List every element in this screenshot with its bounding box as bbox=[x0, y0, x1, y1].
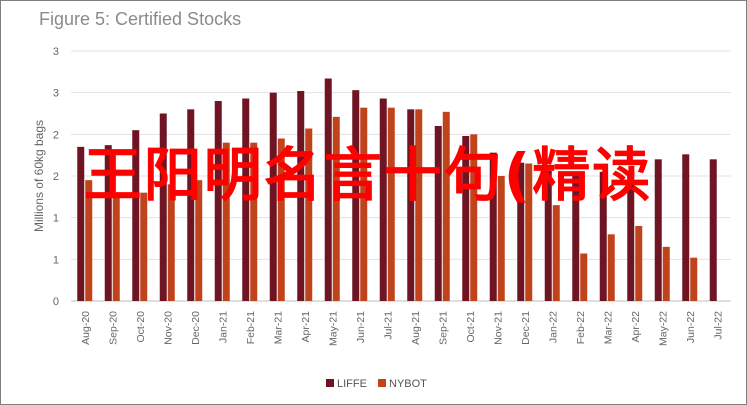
bar-nybot-sep-21 bbox=[442, 111, 450, 301]
bar-liffe-aug-20 bbox=[77, 146, 85, 301]
x-tick-label: Oct-20 bbox=[135, 311, 147, 343]
bar-liffe-apr-22 bbox=[627, 171, 635, 301]
x-tick-label: Nov-20 bbox=[162, 311, 174, 345]
bar-liffe-jan-21 bbox=[214, 101, 222, 301]
x-tick-label: Oct-21 bbox=[465, 311, 477, 343]
bar-nybot-dec-20 bbox=[195, 180, 203, 301]
bar-nybot-apr-21 bbox=[305, 128, 313, 301]
y-tick-label: 3 bbox=[53, 46, 59, 58]
x-tick-label: Jun-21 bbox=[355, 311, 367, 343]
bar-nybot-oct-20 bbox=[140, 192, 148, 301]
x-tick-label: Jul-22 bbox=[712, 311, 724, 340]
x-tick-label: Aug-21 bbox=[410, 311, 422, 345]
bar-liffe-mar-22 bbox=[599, 171, 607, 301]
bar-nybot-jul-21 bbox=[387, 107, 395, 302]
bar-liffe-nov-20 bbox=[159, 113, 167, 301]
bar-nybot-may-22 bbox=[662, 246, 670, 301]
chart-title: Figure 5: Certified Stocks bbox=[39, 9, 242, 29]
bar-liffe-dec-21 bbox=[517, 162, 525, 301]
bar-nybot-jan-21 bbox=[222, 142, 230, 301]
x-tick-label: Jul-21 bbox=[382, 311, 394, 340]
x-tick-label: Sep-20 bbox=[107, 311, 119, 345]
bar-nybot-may-21 bbox=[332, 116, 340, 301]
x-tick-label: Dec-20 bbox=[190, 311, 202, 345]
bar-liffe-dec-20 bbox=[187, 109, 195, 301]
legend-swatch-liffe bbox=[326, 379, 334, 387]
bar-nybot-jun-21 bbox=[360, 107, 368, 302]
y-tick-label: 1 bbox=[53, 254, 59, 266]
bar-nybot-aug-21 bbox=[415, 109, 423, 301]
x-tick-label: Apr-22 bbox=[630, 311, 642, 343]
x-tick-label: Mar-21 bbox=[272, 311, 284, 344]
bar-liffe-nov-21 bbox=[489, 152, 497, 301]
x-tick-label: Mar-22 bbox=[602, 311, 614, 344]
bar-liffe-feb-21 bbox=[242, 98, 250, 301]
y-tick-label: 3 bbox=[53, 88, 59, 100]
x-tick-label: May-21 bbox=[327, 311, 339, 346]
bar-liffe-mar-21 bbox=[269, 92, 277, 302]
gridlines bbox=[71, 50, 731, 302]
bar-liffe-jan-22 bbox=[544, 171, 552, 301]
y-tick-label: 2 bbox=[53, 171, 59, 183]
bar-nybot-oct-21 bbox=[470, 134, 478, 301]
x-tick-label: Jan-21 bbox=[217, 311, 229, 343]
x-tick-label: Apr-21 bbox=[300, 311, 312, 343]
y-axis-label: Millions of 60kg bags bbox=[32, 120, 46, 232]
bar-liffe-sep-21 bbox=[434, 126, 442, 301]
bar-nybot-sep-20 bbox=[112, 192, 120, 301]
bar-nybot-jan-22 bbox=[552, 205, 560, 301]
x-tick-label: Feb-22 bbox=[575, 311, 587, 344]
axes: 0 1 1 2 2 3 3 Millions of 60kg bags Aug-20 Sep-20… bbox=[32, 46, 724, 346]
x-tick-label: May-22 bbox=[657, 311, 669, 346]
bars bbox=[77, 78, 717, 302]
legend-swatch-nybot bbox=[378, 379, 386, 387]
legend-label-nybot: NYBOT bbox=[389, 378, 427, 390]
bar-liffe-oct-20 bbox=[132, 130, 140, 301]
legend-label-liffe: LIFFE bbox=[337, 378, 367, 390]
bar-liffe-oct-21 bbox=[462, 136, 470, 301]
bar-nybot-dec-21 bbox=[525, 163, 533, 301]
bar-liffe-jun-21 bbox=[352, 90, 360, 302]
x-tick-label: Jun-22 bbox=[685, 311, 697, 343]
bar-liffe-may-21 bbox=[324, 78, 332, 301]
bar-nybot-apr-22 bbox=[635, 226, 643, 301]
bar-liffe-jul-21 bbox=[379, 98, 387, 301]
bar-nybot-feb-22 bbox=[580, 253, 588, 301]
x-tick-label: Nov-21 bbox=[492, 311, 504, 345]
bar-nybot-feb-21 bbox=[250, 142, 258, 301]
y-tick-label: 1 bbox=[53, 213, 59, 225]
x-tick-label: Sep-21 bbox=[437, 311, 449, 345]
bar-nybot-mar-21 bbox=[277, 138, 285, 301]
bar-liffe-sep-20 bbox=[104, 145, 112, 301]
bar-nybot-nov-21 bbox=[497, 176, 505, 301]
legend: LIFFE NYBOT bbox=[326, 378, 427, 390]
bar-liffe-aug-21 bbox=[407, 109, 415, 301]
bar-liffe-feb-22 bbox=[572, 173, 580, 301]
bar-liffe-may-22 bbox=[654, 159, 662, 301]
bar-liffe-jul-22 bbox=[709, 159, 717, 301]
y-tick-label: 2 bbox=[53, 129, 59, 141]
bar-nybot-mar-22 bbox=[607, 234, 615, 301]
x-tick-label: Aug-20 bbox=[80, 311, 92, 345]
bar-liffe-apr-21 bbox=[297, 91, 305, 301]
bar-nybot-nov-20 bbox=[167, 184, 175, 301]
x-tick-label: Feb-21 bbox=[245, 311, 257, 344]
bar-liffe-jun-22 bbox=[682, 154, 690, 301]
x-tick-label: Jan-22 bbox=[547, 311, 559, 343]
y-tick-label: 0 bbox=[53, 296, 59, 308]
bar-nybot-aug-20 bbox=[85, 180, 93, 301]
bar-nybot-jun-22 bbox=[690, 257, 698, 301]
x-tick-label: Dec-21 bbox=[520, 311, 532, 345]
